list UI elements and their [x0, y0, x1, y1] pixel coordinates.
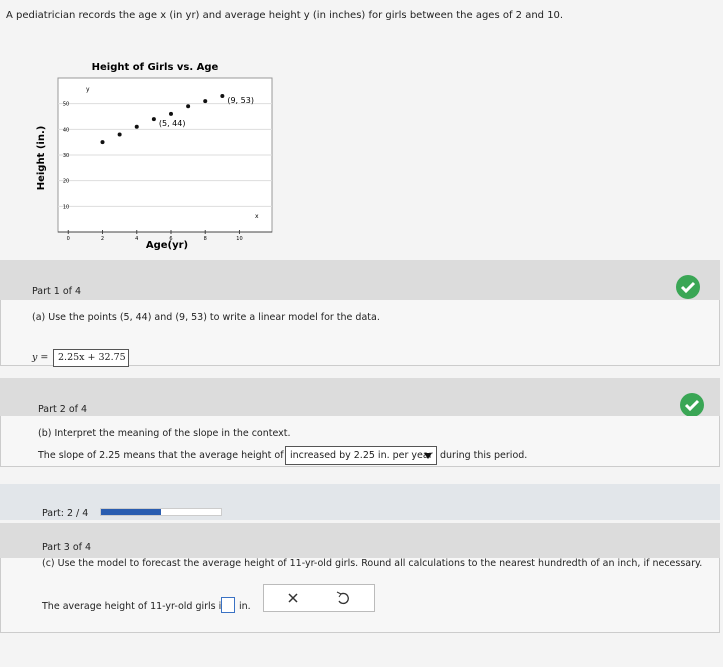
- y-tick-label: 30: [63, 153, 69, 159]
- correct-icon: [676, 275, 700, 299]
- y-tick-label: 20: [63, 179, 69, 185]
- part2-body: [0, 416, 720, 467]
- x-tick-label: 4: [135, 236, 138, 242]
- unit: in.: [239, 601, 251, 612]
- sentence-start: The slope of 2.25 means that the average…: [38, 450, 307, 461]
- x-tick-label: 0: [67, 236, 70, 242]
- part2-title: Part 2 of 4: [38, 404, 88, 415]
- question: (a) Use the points (5, 44) and (9, 53) t…: [32, 312, 380, 323]
- data-point: [151, 117, 156, 122]
- question: (c) Use the model to forecast the averag…: [42, 558, 703, 569]
- x-axis-label: Age(yr): [146, 240, 188, 251]
- clear-button[interactable]: [288, 593, 298, 603]
- part3-header: [0, 523, 720, 558]
- data-point: [100, 140, 105, 145]
- dropdown[interactable]: increased by 2.25 in. per year: [285, 446, 437, 465]
- answer-input[interactable]: 2.25x + 32.75: [53, 349, 129, 367]
- part3-title: Part 3 of 4: [42, 542, 92, 553]
- correct-icon: [680, 393, 704, 417]
- point-annotation: (5, 44): [159, 119, 186, 128]
- data-point: [186, 104, 191, 109]
- progress-fill: [101, 509, 161, 515]
- tool-icons: [288, 591, 349, 605]
- part2-header: [0, 378, 720, 416]
- data-point: [203, 99, 208, 104]
- x-axis-letter: x: [255, 213, 259, 220]
- progress-label: Part: 2 / 4: [42, 508, 89, 519]
- answer-input[interactable]: [221, 597, 235, 613]
- data-point: [117, 132, 122, 137]
- data-point: [220, 93, 225, 98]
- part1-header: [0, 260, 720, 300]
- tool-panel: [263, 584, 375, 612]
- y-axis-letter: y: [86, 86, 90, 93]
- undo-button[interactable]: [336, 591, 349, 605]
- point-annotation: (9, 53): [227, 96, 254, 105]
- answer-prefix: y =: [32, 352, 49, 363]
- x-tick-label: 10: [236, 236, 242, 242]
- part1-title: Part 1 of 4: [32, 286, 82, 297]
- sentence-start: The average height of 11-yr-old girls is: [42, 601, 227, 612]
- chart-title: Height of Girls vs. Age: [92, 62, 219, 73]
- x-tick-label: 2: [101, 236, 104, 242]
- y-tick-label: 40: [63, 127, 69, 133]
- progress-track: [100, 508, 222, 516]
- question: (b) Interpret the meaning of the slope i…: [38, 428, 291, 439]
- data-point: [168, 111, 173, 116]
- y-tick-label: 50: [63, 102, 69, 108]
- y-tick-label: 10: [63, 204, 69, 210]
- x-tick-label: 8: [204, 236, 207, 242]
- intro: A pediatrician records the age x (in yr)…: [6, 10, 564, 21]
- y-axis-label: Height (in.): [36, 126, 47, 191]
- x-tick-label: 6: [169, 236, 172, 242]
- dropdown-value: increased by 2.25 in. per year: [290, 450, 433, 461]
- chart: Height of Girls vs. Age Age(yr) Height (…: [36, 62, 273, 251]
- sentence-end: during this period.: [440, 450, 528, 461]
- data-point: [134, 124, 139, 129]
